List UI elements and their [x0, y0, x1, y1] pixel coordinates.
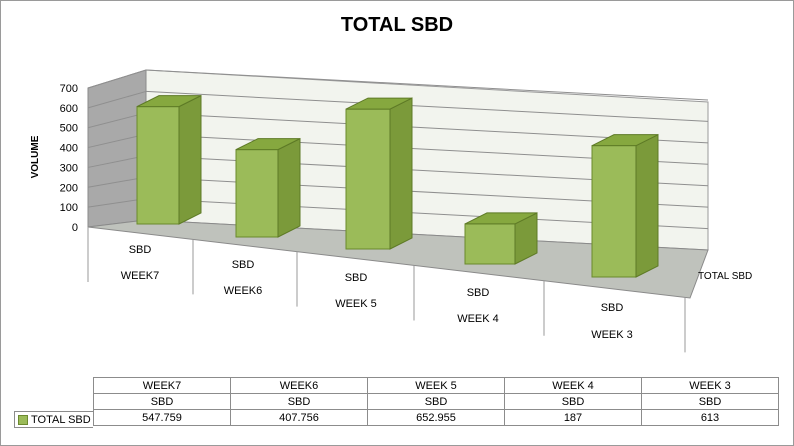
x-tick-label: WEEK 5: [335, 298, 377, 310]
gridline: [87, 198, 147, 208]
y-tick-label: 500: [60, 123, 78, 135]
gridline: [87, 155, 147, 168]
x-tick-label: WEEK6: [224, 285, 263, 297]
bar: [235, 149, 279, 238]
y-axis-label: VOLUME: [30, 135, 41, 178]
x-tick-label: SBD: [601, 302, 624, 314]
bar: [136, 106, 180, 225]
gridline: [87, 90, 147, 109]
table-cell: WEEK7: [93, 377, 231, 394]
bar-top: [235, 138, 301, 151]
y-tick-label: 100: [60, 202, 78, 214]
table-row-group: SBD SBD SBD SBD SBD: [93, 393, 779, 410]
table-cell: 407.756: [230, 409, 368, 426]
y-tick-label: 300: [60, 162, 78, 174]
legend-swatch-icon: [18, 414, 28, 425]
table-cell: WEEK 4: [504, 377, 642, 394]
chart-title: TOTAL SBD: [340, 14, 454, 36]
table-cell: SBD: [504, 393, 642, 410]
table-cell: WEEK 5: [367, 377, 505, 394]
bar-top: [464, 212, 538, 225]
x-tick-label: SBD: [129, 244, 152, 256]
bar-top: [136, 95, 202, 108]
y-tick-label: 700: [60, 83, 78, 95]
bar-side: [178, 94, 202, 225]
table-cell: 652.955: [367, 409, 505, 426]
legend-label: TOTAL SBD: [31, 413, 91, 426]
y-tick-label: 200: [60, 182, 78, 194]
bar-top: [591, 134, 659, 147]
table-cell: SBD: [93, 393, 231, 410]
y-tick-label: 0: [72, 222, 78, 234]
table-cell: SBD: [367, 393, 505, 410]
table-cell: WEEK6: [230, 377, 368, 394]
y-tick-label: 600: [60, 103, 78, 115]
gridline: [145, 90, 709, 122]
series-depth-label: TOTAL SBD: [698, 271, 752, 282]
table-row-weeks: WEEK7 WEEK6 WEEK 5 WEEK 4 WEEK 3: [93, 377, 779, 394]
table-cell: 613: [641, 409, 779, 426]
bar-side: [635, 133, 659, 278]
bar: [464, 223, 516, 265]
gridline: [87, 112, 147, 129]
table-cell: SBD: [641, 393, 779, 410]
table-cell: SBD: [230, 393, 368, 410]
bar-side: [277, 137, 301, 238]
gridline: [87, 69, 147, 89]
table-cell: 547.759: [93, 409, 231, 426]
x-tick-label: WEEK7: [121, 270, 160, 282]
table-cell: WEEK 3: [641, 377, 779, 394]
table-row-values: 547.759 407.756 652.955 187 613: [93, 409, 779, 426]
floor: [87, 219, 709, 299]
gridline: [87, 133, 147, 149]
data-table: WEEK7 WEEK6 WEEK 5 WEEK 4 WEEK 3 SBD SBD…: [93, 377, 779, 426]
gridline: [145, 69, 709, 101]
x-tick-label: SBD: [232, 259, 255, 271]
x-tick-label: WEEK 4: [457, 313, 499, 325]
gridline: [87, 176, 147, 188]
table-legend-cell: TOTAL SBD: [14, 411, 93, 428]
x-tick-label: WEEK 3: [591, 329, 633, 341]
table-cell: 187: [504, 409, 642, 426]
y-tick-label: 400: [60, 143, 78, 155]
x-tick-label: SBD: [345, 272, 368, 284]
bar: [345, 108, 391, 250]
x-tick-label: SBD: [467, 287, 490, 299]
bar: [591, 145, 637, 278]
bar-side: [389, 97, 413, 250]
bar-top: [345, 97, 413, 110]
